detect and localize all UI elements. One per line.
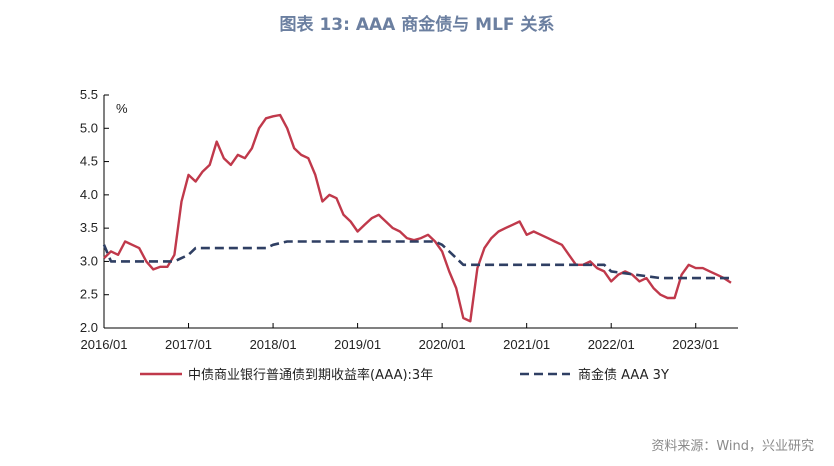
y-tick-label: 2.0 xyxy=(80,320,98,335)
unit-label: % xyxy=(116,101,128,116)
chart-title: 图表 13: AAA 商金债与 MLF 关系 xyxy=(279,15,555,35)
x-ticks: 2016/01 2017/01 2018/01 2019/01 2020/01 2021/… xyxy=(81,323,719,352)
y-tick-label: 3.5 xyxy=(80,220,98,235)
y-tick-label: 3.0 xyxy=(80,253,98,268)
legend-label-1: 中债商业银行普通债到期收益率(AAA):3年 xyxy=(188,367,433,383)
legend-label-2: 商金债 AAA 3Y xyxy=(578,367,669,383)
y-tick-label: 2.5 xyxy=(80,287,98,302)
x-tick-label: 2016/01 xyxy=(81,337,128,352)
series-lines xyxy=(102,113,732,323)
source-note: 资料来源：Wind，兴业研究 xyxy=(651,439,814,454)
legend: 中债商业银行普通债到期收益率(AAA):3年 商金债 AAA 3Y xyxy=(140,367,669,383)
series-line-1 xyxy=(103,113,732,323)
y-tick-label: 5.5 xyxy=(80,87,98,102)
y-ticks: 2.0 2.5 3.0 3.5 4.0 4.5 5.0 5.5 xyxy=(80,87,109,335)
x-tick-label: 2023/01 xyxy=(672,337,719,352)
y-tick-label: 4.0 xyxy=(80,187,98,202)
x-tick-label: 2020/01 xyxy=(419,337,466,352)
x-tick-label: 2018/01 xyxy=(250,337,297,352)
x-tick-label: 2022/01 xyxy=(588,337,635,352)
x-tick-label: 2021/01 xyxy=(503,337,550,352)
series-line-2 xyxy=(102,240,731,280)
x-tick-label: 2017/01 xyxy=(165,337,212,352)
y-tick-label: 4.5 xyxy=(80,154,98,169)
y-tick-label: 5.0 xyxy=(80,120,98,135)
x-tick-label: 2019/01 xyxy=(334,337,381,352)
